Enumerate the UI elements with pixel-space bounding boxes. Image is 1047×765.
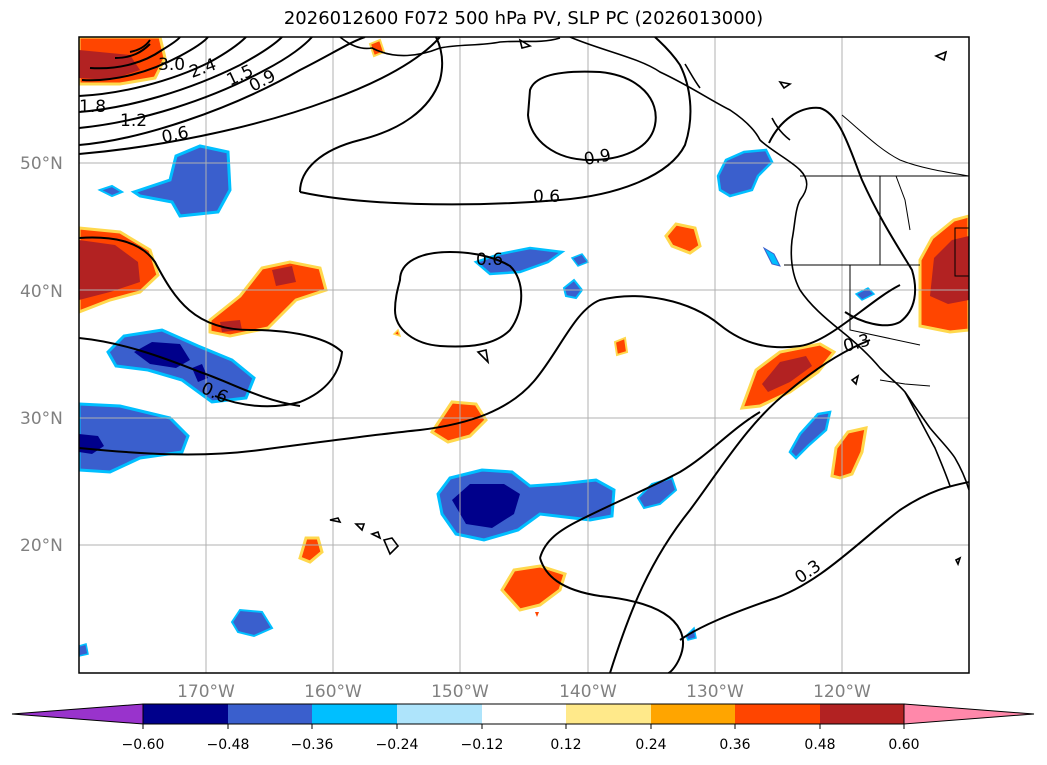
colorbar-ticks bbox=[142, 724, 905, 729]
colorbar-tick-label: 0.60 bbox=[888, 737, 919, 753]
lon-label: 130°W bbox=[686, 682, 744, 702]
pv-neg-blob-bc-coast bbox=[716, 148, 774, 198]
graticule bbox=[79, 37, 969, 673]
figure-title: 2026012600 F072 500 hPa PV, SLP PC (2026… bbox=[283, 8, 764, 29]
colorbar-segment bbox=[820, 704, 904, 724]
coastlines bbox=[329, 37, 969, 567]
lon-label: 170°W bbox=[177, 682, 235, 702]
colorbar-segment bbox=[397, 704, 482, 724]
colorbar-high-extension bbox=[903, 703, 1035, 725]
lat-label: 40°N bbox=[20, 282, 63, 302]
colorbar-segment bbox=[651, 704, 735, 724]
lat-label: 50°N bbox=[20, 154, 63, 174]
map-panel: 3.0 2.4 1.5 0.9 1.8 1.2 0.6 0.9 0.6 0.6 … bbox=[79, 37, 969, 673]
pv-blob-133w bbox=[664, 222, 702, 255]
pv-blob-143w bbox=[500, 564, 567, 612]
contour-label: 3.0 bbox=[158, 55, 185, 75]
colorbar-segment bbox=[482, 704, 566, 724]
contour-label: 1.2 bbox=[120, 111, 147, 131]
latitude-labels: 50°N 40°N 30°N 20°N bbox=[20, 154, 63, 556]
colorbar-segment bbox=[312, 704, 397, 724]
colorbar-segment bbox=[228, 704, 312, 724]
colorbar-tick-label: 0.48 bbox=[804, 737, 835, 753]
colorbar-tick-label: −0.48 bbox=[207, 737, 250, 753]
colorbar-tick-label: −0.36 bbox=[291, 737, 334, 753]
slp-contours bbox=[79, 37, 969, 673]
pv-neg-blob-west-30n bbox=[79, 402, 190, 474]
lat-label: 30°N bbox=[20, 409, 63, 429]
colorbar-tick-label: 0.12 bbox=[550, 737, 581, 753]
colorbar-segment bbox=[735, 704, 820, 724]
lat-label: 20°N bbox=[20, 536, 63, 556]
longitude-labels: 170°W 160°W 150°W 140°W 130°W 120°W bbox=[177, 682, 871, 702]
colorbar-low-extension bbox=[11, 703, 144, 725]
pv-neg-blob-148w-40n bbox=[473, 246, 566, 276]
colorbar-tick-label: 0.36 bbox=[719, 737, 750, 753]
contour-label: 0.6 bbox=[476, 250, 503, 270]
colorbar-tick-label: −0.24 bbox=[376, 737, 419, 753]
colorbar-tick-label: 0.24 bbox=[635, 737, 666, 753]
colorbar-tick-label: −0.12 bbox=[461, 737, 504, 753]
lon-label: 160°W bbox=[304, 682, 362, 702]
lon-label: 150°W bbox=[431, 682, 489, 702]
contour-label: 0.6 bbox=[533, 187, 560, 207]
colorbar-segment bbox=[566, 704, 651, 724]
colorbar: −0.60 −0.48 −0.36 −0.24 −0.12 0.12 0.24 … bbox=[11, 703, 1035, 753]
contour-label: 1.8 bbox=[79, 97, 106, 117]
colorbar-tick-label: −0.60 bbox=[122, 737, 165, 753]
lon-label: 120°W bbox=[813, 682, 871, 702]
contour-label: 0.9 bbox=[582, 146, 612, 170]
colorbar-segment bbox=[143, 704, 228, 724]
lon-label: 140°W bbox=[559, 682, 617, 702]
map-frame bbox=[78, 36, 970, 674]
pv-blob-138w bbox=[613, 336, 629, 357]
